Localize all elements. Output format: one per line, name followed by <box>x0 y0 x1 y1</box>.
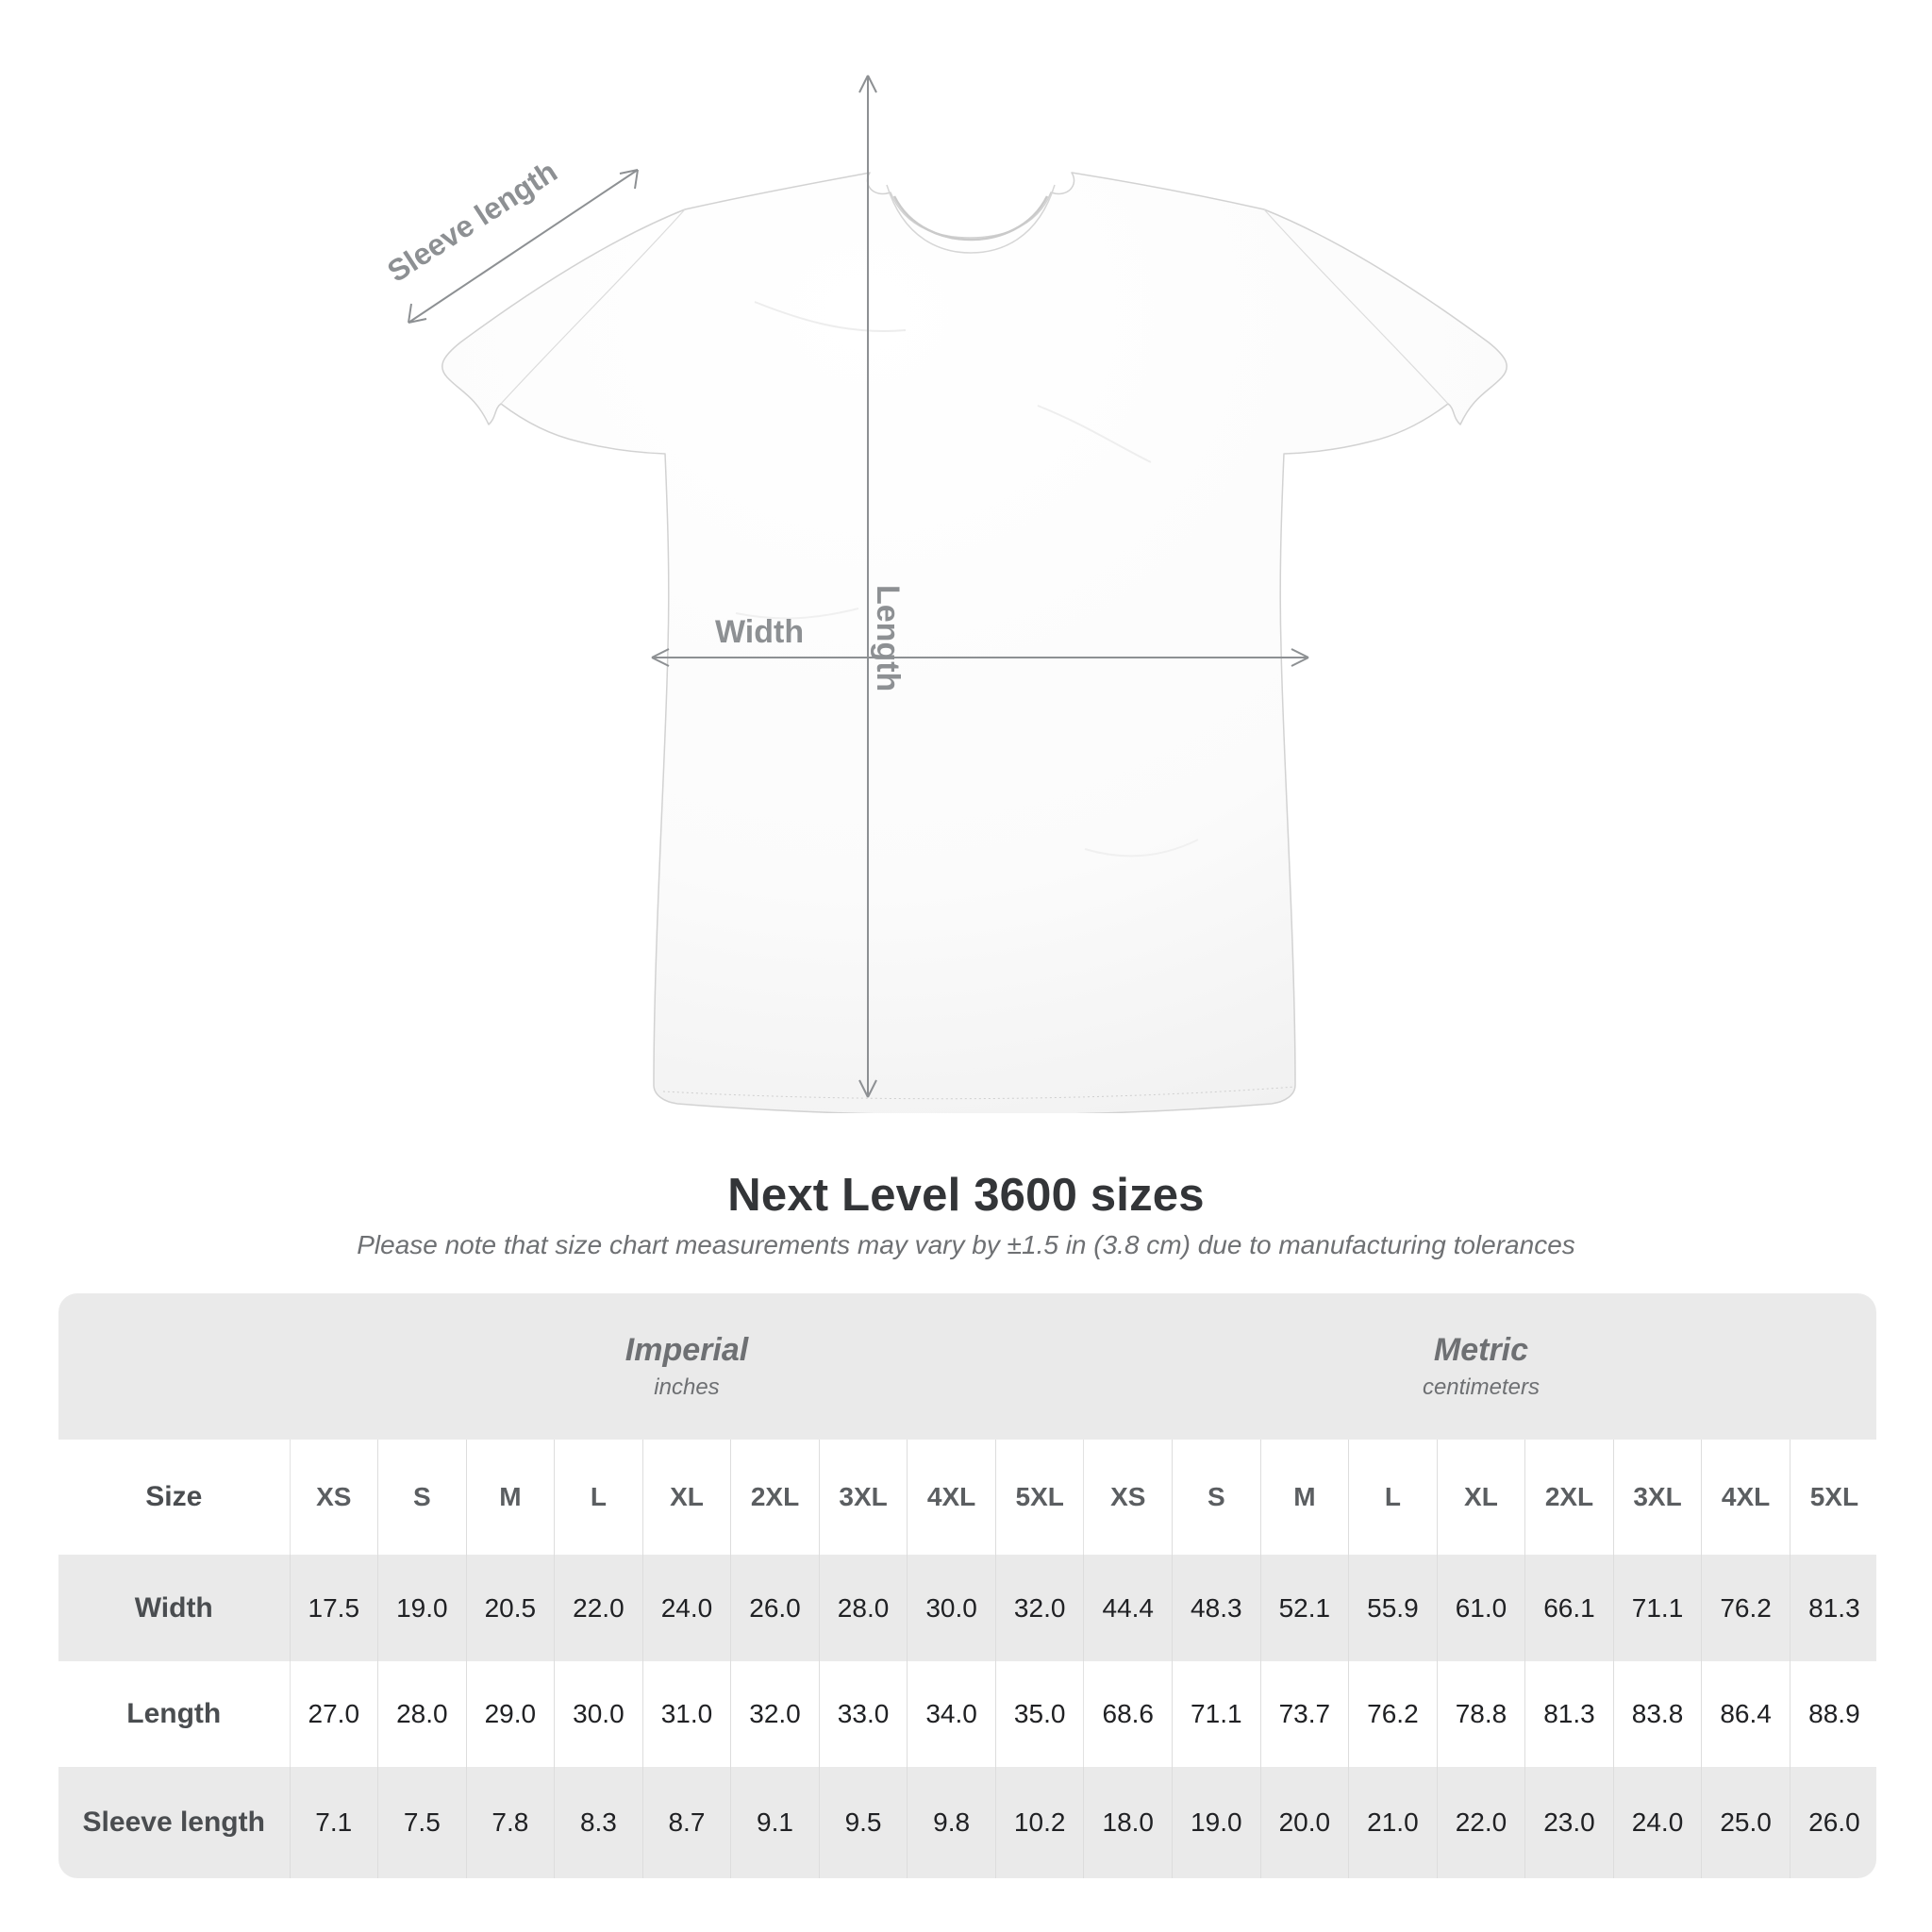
svg-text:Sleeve length: Sleeve length <box>381 154 563 289</box>
svg-text:Length: Length <box>870 585 906 691</box>
svg-text:Width: Width <box>715 614 804 650</box>
